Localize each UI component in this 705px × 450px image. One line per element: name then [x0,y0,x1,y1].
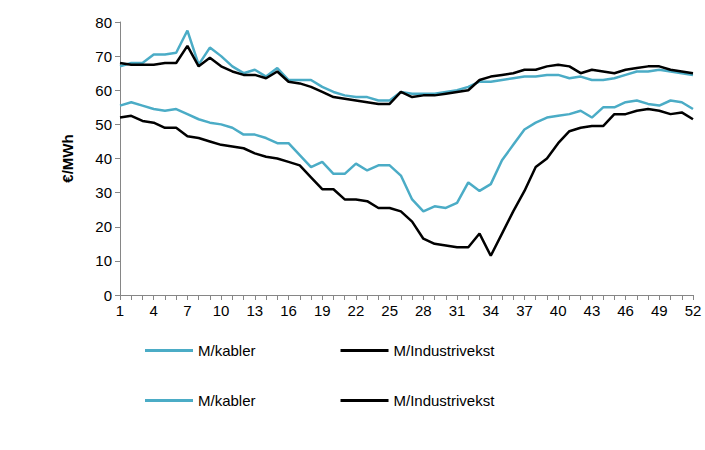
svg-text:30: 30 [95,184,112,201]
svg-text:10: 10 [213,302,230,319]
svg-text:22: 22 [348,302,365,319]
svg-text:46: 46 [617,302,634,319]
svg-text:19: 19 [314,302,331,319]
svg-text:7: 7 [183,302,191,319]
svg-text:37: 37 [516,302,533,319]
svg-text:31: 31 [449,302,466,319]
svg-text:28: 28 [415,302,432,319]
svg-text:1: 1 [116,302,124,319]
svg-text:10: 10 [95,252,112,269]
svg-text:€/MWh: €/MWh [59,134,76,182]
svg-text:20: 20 [95,218,112,235]
svg-text:40: 40 [95,150,112,167]
svg-text:80: 80 [95,14,112,31]
svg-text:43: 43 [584,302,601,319]
svg-text:M/Industrivekst: M/Industrivekst [394,392,496,409]
svg-text:16: 16 [280,302,297,319]
svg-text:M/kabler: M/kabler [198,342,256,359]
svg-text:25: 25 [381,302,398,319]
svg-text:M/kabler: M/kabler [198,392,256,409]
svg-text:13: 13 [246,302,263,319]
svg-text:50: 50 [95,116,112,133]
svg-text:4: 4 [150,302,158,319]
svg-text:34: 34 [482,302,499,319]
svg-text:52: 52 [685,302,702,319]
svg-text:60: 60 [95,82,112,99]
svg-text:40: 40 [550,302,567,319]
svg-text:49: 49 [651,302,668,319]
svg-text:70: 70 [95,48,112,65]
svg-text:M/Industrivekst: M/Industrivekst [394,342,496,359]
svg-text:0: 0 [104,287,112,304]
